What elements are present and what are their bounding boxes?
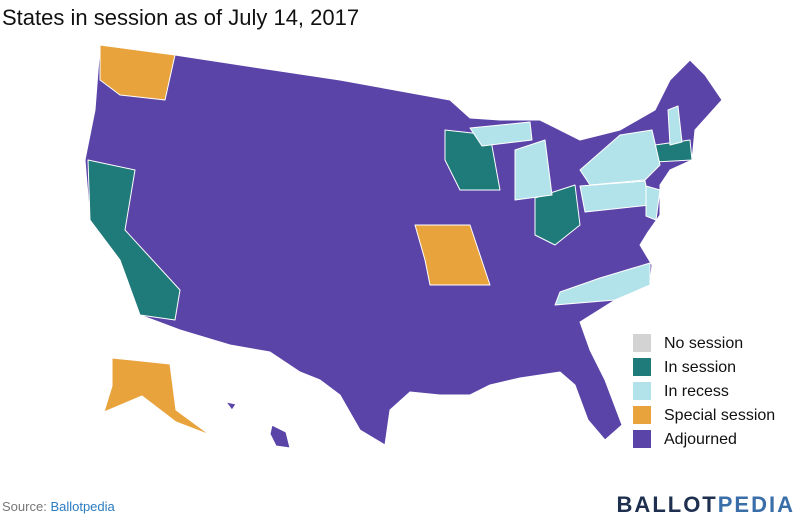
- legend-swatch: [633, 406, 651, 424]
- state-region: [84, 44, 723, 446]
- state-region: [103, 357, 211, 436]
- state-region: [414, 224, 491, 286]
- state-region: [667, 105, 683, 146]
- state-region: [534, 184, 581, 246]
- legend-swatch: [633, 358, 651, 376]
- legend-label: No session: [664, 335, 743, 352]
- state-region: [225, 401, 237, 411]
- state-region: [469, 121, 533, 147]
- source-label: Source:: [2, 499, 47, 514]
- legend-swatch: [633, 334, 651, 352]
- state-region: [99, 44, 176, 101]
- state-region: [87, 159, 181, 321]
- logo-part: BALLOT: [617, 492, 718, 517]
- source-name: Ballotpedia: [50, 499, 115, 514]
- source: Source: Ballotpedia: [2, 499, 116, 514]
- logo: BALLOTPEDIA: [617, 492, 795, 517]
- state-region: [514, 139, 553, 201]
- title: States in session as of July 14, 2017: [2, 5, 359, 30]
- legend-label: In recess: [664, 383, 729, 400]
- legend-label: Adjourned: [664, 431, 737, 448]
- state-region: [554, 262, 651, 306]
- logo-part: PEDIA: [718, 492, 795, 517]
- us-map: [84, 44, 723, 449]
- legend-swatch: [633, 430, 651, 448]
- state-region: [645, 185, 661, 221]
- legend: No session In session In recess Special ses…: [633, 334, 775, 448]
- state-region: [269, 424, 291, 449]
- legend-label: Special session: [664, 407, 775, 424]
- legend-swatch: [633, 382, 651, 400]
- legend-label: In session: [664, 359, 736, 376]
